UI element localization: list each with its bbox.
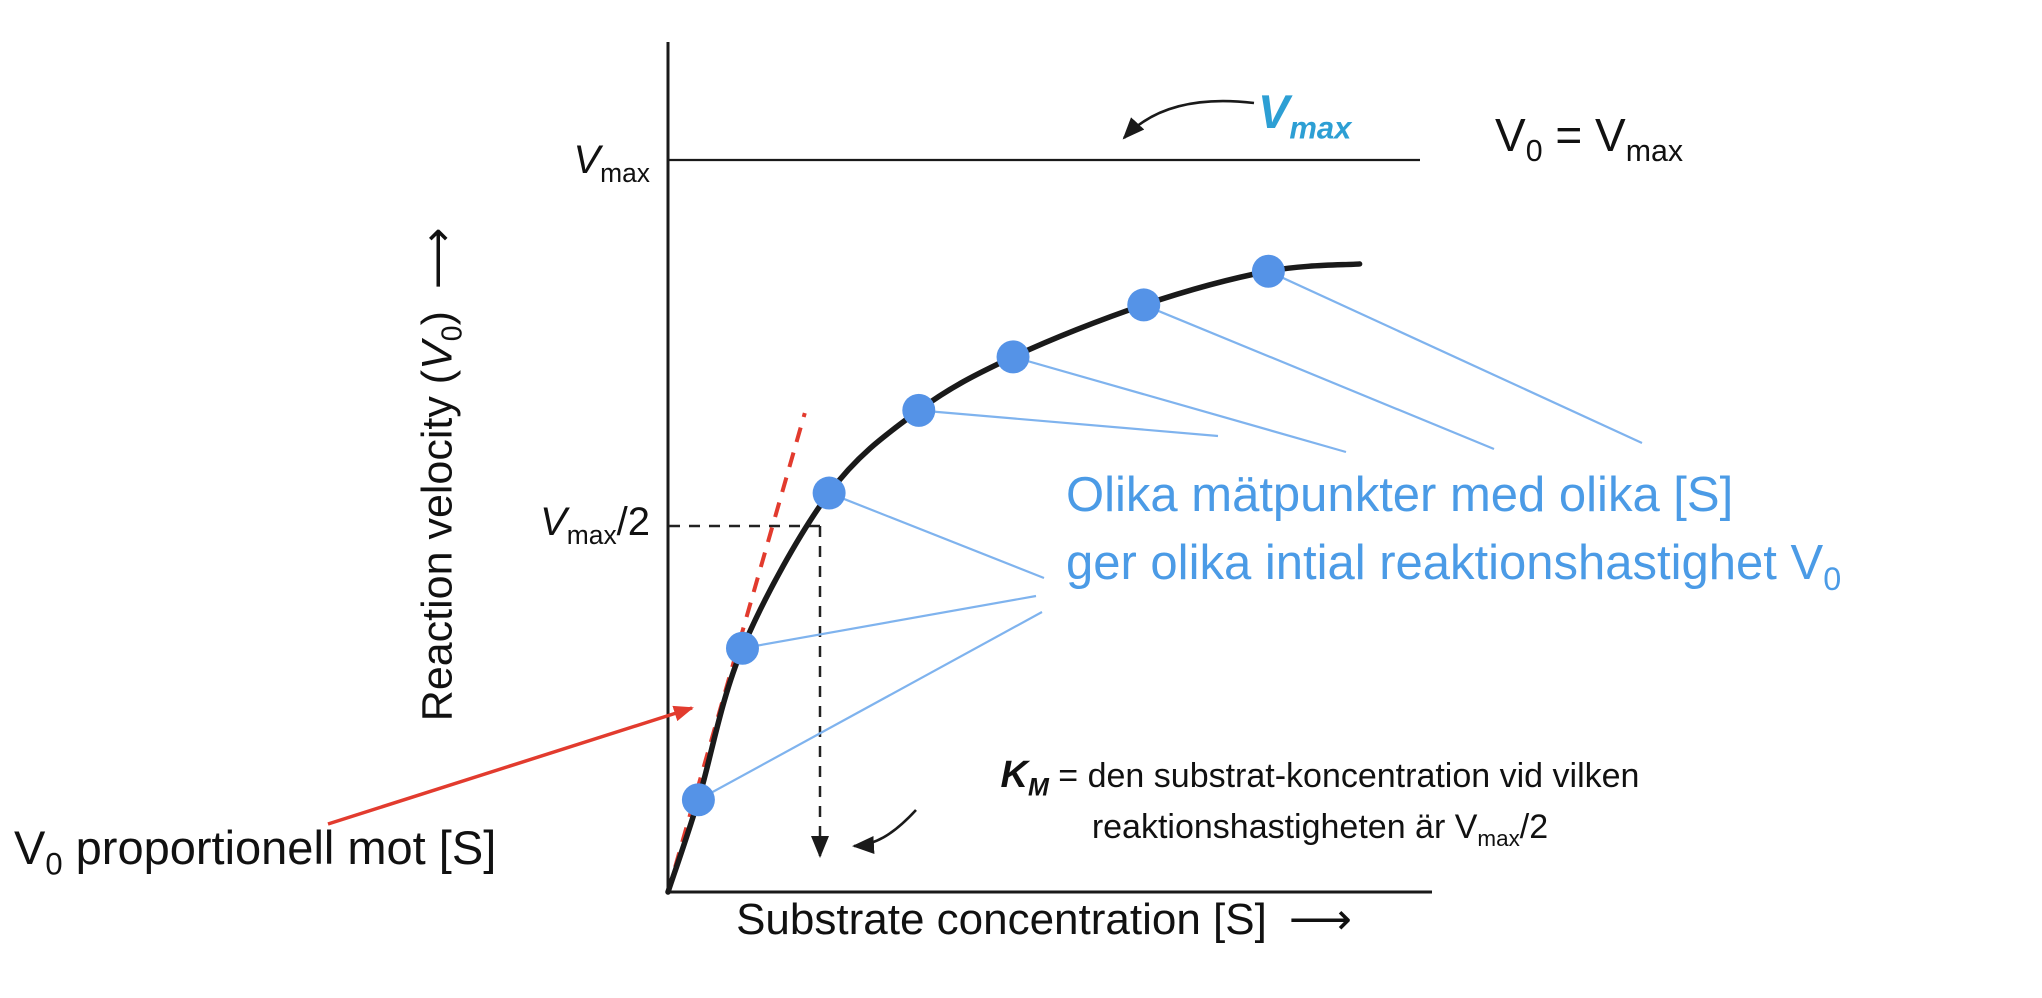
vmax-sub: max [1625, 135, 1684, 169]
half-vmax-tick-sub: max [566, 520, 617, 550]
half-vmax-tick-label: Vmax/2 [420, 498, 650, 552]
data-point [812, 476, 846, 510]
v0-sub: 0 [1525, 135, 1543, 169]
km-variable: K [1000, 754, 1028, 796]
y-axis-label-suffix: ) [413, 311, 462, 326]
data-point [1251, 254, 1285, 288]
measurement-note-line2: ger olika intial reaktionshastighet V0 [1066, 530, 1841, 601]
data-point [902, 393, 936, 427]
half-vmax-tick-suffix: /2 [616, 500, 650, 544]
km-note-line1: KM = den substrat-koncentration vid vilk… [930, 750, 1710, 805]
vmax-variable: V [1595, 109, 1626, 161]
measurement-note-line1: Olika mätpunkter med olika [S] [1066, 468, 1734, 522]
vmax-tick-variable: V [573, 138, 601, 182]
proportional-note: V0 proportionell mot [S] [14, 820, 496, 883]
km-note-line1-text: = den substrat-koncentration vid vilken [1048, 757, 1640, 795]
km-definition-note: KM = den substrat-koncentration vid vilk… [930, 750, 1710, 855]
point-callout-line [742, 594, 1037, 650]
y-axis-variable-sub: 0 [436, 325, 469, 342]
vmax-tick-sub: max [600, 158, 650, 188]
measurement-note-line2-text: ger olika intial reaktionshastighet V [1066, 535, 1824, 590]
x-axis-arrow-icon: ⟶ [1288, 895, 1352, 944]
km-note-line2-text: reaktionshastigheten är V [1091, 808, 1478, 847]
half-vmax-tick-variable: V [540, 500, 567, 544]
km-variable-sub: M [1027, 773, 1049, 802]
v0-variable: V [1495, 109, 1526, 161]
x-axis-label-text: Substrate concentration [S] [736, 895, 1267, 944]
data-point [725, 631, 759, 665]
point-callout-line [1267, 270, 1643, 444]
vmax-callout-arrow [1122, 99, 1255, 140]
v0-equals-vmax-label: V0 = Vmax [1495, 108, 1683, 171]
vmax-callout-label: Vmax [1258, 84, 1351, 147]
km-note-line2-sub: max [1477, 826, 1520, 852]
km-note-line2: reaktionshastigheten är Vmax/2 [930, 805, 1710, 854]
point-callout-line [1012, 355, 1347, 454]
prop-note-text: proportionell mot [S] [62, 821, 497, 874]
vmax-tick-label: Vmax [480, 136, 650, 190]
km-note-line2-suffix: /2 [1519, 808, 1549, 847]
prop-note-sub: 0 [45, 846, 63, 882]
vmax-callout-sub: max [1289, 110, 1352, 146]
equals-sign: = [1542, 109, 1596, 161]
vmax-callout-variable: V [1258, 85, 1290, 138]
point-callout-line [1143, 303, 1495, 451]
point-callout-line [918, 409, 1219, 438]
y-axis-arrow-icon: ⟶ [413, 227, 462, 290]
data-point [681, 783, 715, 817]
point-callout-line [828, 492, 1045, 580]
data-point [996, 340, 1030, 374]
data-point [1127, 288, 1161, 322]
prop-note-variable: V [14, 821, 46, 874]
y-axis-variable: V [413, 341, 462, 370]
proportional-callout-arrow [327, 705, 694, 826]
y-axis-label: Reaction velocity (V0)⟶ [413, 204, 470, 744]
x-axis-label: Substrate concentration [S] ⟶ [664, 894, 1424, 947]
data-points [681, 254, 1285, 817]
measurement-note-line2-sub: 0 [1823, 560, 1842, 597]
km-callout-arrow [852, 809, 917, 854]
point-callout-line [697, 611, 1043, 801]
measurement-note: Olika mätpunkter med olika [S] ger olika… [1066, 462, 1841, 601]
point-callout-lines [697, 270, 1643, 801]
